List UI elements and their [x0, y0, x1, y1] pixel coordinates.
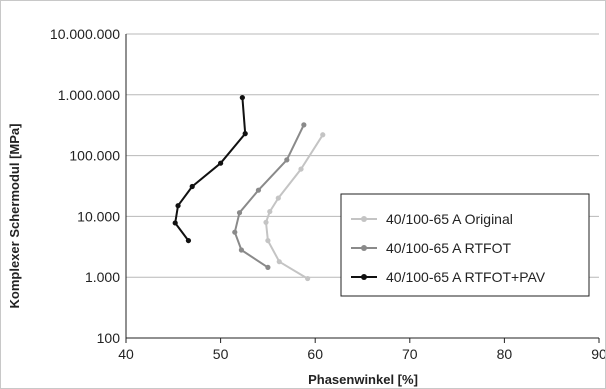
y-tick-label: 100 [97, 330, 121, 346]
data-point [185, 237, 192, 244]
legend-item: 40/100-65 A RTFOT [351, 240, 511, 256]
data-point [265, 237, 271, 244]
data-point [265, 264, 271, 270]
data-point [242, 131, 248, 137]
data-point [301, 122, 307, 128]
data-point [267, 208, 273, 215]
x-tick-label: 60 [307, 346, 323, 362]
y-axis-title: Komplexer Schermodul [MPa] [7, 124, 22, 309]
data-point [232, 229, 238, 235]
legend-item: 40/100-65 A Original [351, 211, 513, 227]
data-point [236, 210, 243, 216]
legend: 40/100-65 A Original 40/100-65 A RTFOT 40/… [340, 193, 590, 297]
x-tick-label: 90 [591, 346, 605, 362]
data-point [238, 247, 245, 253]
data-point [218, 160, 224, 166]
legend-label: 40/100-65 A RTFOT+PAV [386, 269, 546, 285]
x-axis-title: Phasenwinkel [%] [308, 372, 418, 387]
x-tick-label: 40 [118, 346, 134, 362]
series-line [174, 97, 247, 242]
data-series [172, 94, 326, 282]
y-tick-label: 1.000 [85, 269, 120, 285]
series-1 [263, 132, 326, 282]
data-point [276, 259, 282, 265]
y-tick-label: 1.000.000 [58, 87, 120, 103]
data-point [189, 183, 195, 190]
series-2 [232, 122, 307, 270]
legend-label: 40/100-65 A Original [386, 211, 513, 227]
data-point [263, 219, 269, 225]
x-tick-label: 70 [402, 346, 418, 362]
series-3 [172, 94, 248, 244]
data-point [239, 94, 245, 101]
legend-swatch-marker [361, 274, 367, 280]
legend-swatch-marker [361, 216, 367, 222]
y-tick-label: 10.000.000 [50, 26, 120, 42]
x-tick-label: 80 [497, 346, 513, 362]
series-line [265, 134, 324, 280]
series-line [233, 124, 305, 269]
legend-item: 40/100-65 A RTFOT+PAV [351, 269, 546, 285]
data-point [175, 203, 181, 209]
legend-box [340, 193, 590, 297]
data-point [172, 220, 178, 226]
data-point [284, 157, 290, 163]
y-axis-tick-labels: 100 1.000 10.000 100.000 1.000.000 10.000.000 [50, 26, 120, 346]
data-point [298, 166, 304, 172]
data-point [275, 195, 281, 201]
y-tick-label: 100.000 [69, 148, 120, 164]
x-tick-label: 50 [213, 346, 229, 362]
axes [125, 34, 600, 343]
legend-label: 40/100-65 A RTFOT [386, 240, 511, 256]
legend-swatch-marker [361, 245, 367, 251]
data-point [305, 275, 311, 282]
x-axis-tick-labels: 40 50 60 70 80 90 [118, 346, 605, 362]
y-tick-label: 10.000 [77, 208, 120, 224]
data-point [255, 187, 262, 193]
data-point [320, 132, 326, 138]
